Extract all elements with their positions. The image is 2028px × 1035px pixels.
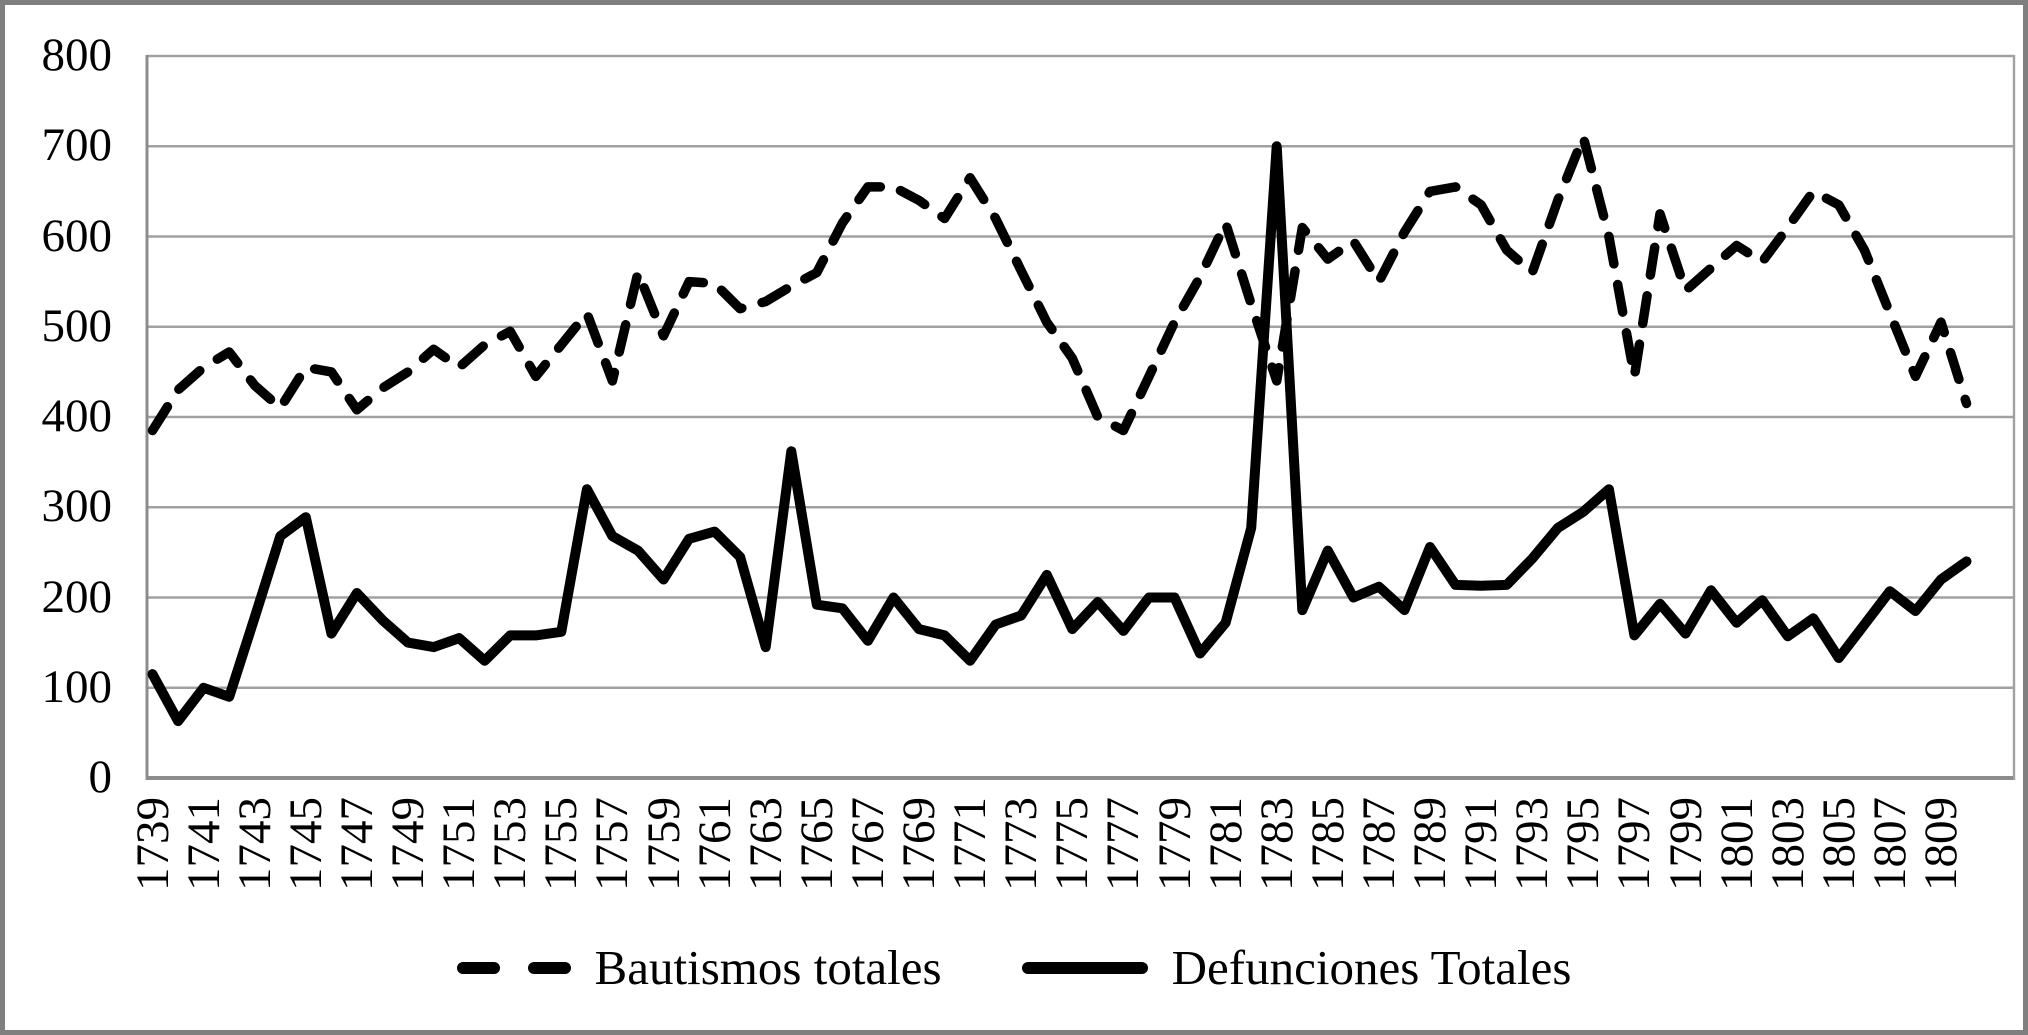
x-axis-label: 1767 [841,797,894,891]
x-axis-label: 1797 [1608,797,1661,891]
x-axis-label: 1785 [1301,797,1354,891]
x-axis-label: 1799 [1659,797,1712,891]
x-axis-label: 1763 [739,797,792,891]
x-axis-label: 1751 [433,797,486,891]
x-axis-label: 1801 [1710,797,1763,891]
x-axis-label: 1791 [1455,797,1508,891]
x-axis-label: 1795 [1557,797,1610,891]
y-axis-label: 400 [41,390,113,442]
legend-label-deaths: Defunciones Totales [1171,940,1572,995]
x-axis-label: 1769 [893,797,945,891]
x-axis-label: 1747 [330,797,383,891]
solid-line-swatch-icon [1021,961,1148,974]
legend-item-deaths: Defunciones Totales [1021,939,1572,996]
x-axis-label: 1789 [1404,797,1456,891]
x-axis-label: 1745 [279,797,332,891]
legend-item-baptisms: Bautismos totales [456,939,942,996]
legend-label-baptisms: Bautismos totales [594,940,942,995]
x-axis-label: 1765 [790,797,843,891]
x-axis-label: 1761 [688,797,741,891]
x-axis-label: 1743 [228,797,281,891]
x-axis-label: 1755 [535,797,588,891]
baptisms-line [147,132,1972,436]
legend: Bautismos totales Defunciones Totales [5,939,2023,996]
x-axis-label: 1809 [1915,797,1967,891]
x-axis-label: 1805 [1812,797,1865,891]
x-axis-label: 1783 [1250,797,1303,891]
y-axis-label: 200 [41,570,113,623]
x-axis-label: 1793 [1506,797,1559,891]
dashed-line-swatch-icon [456,961,571,974]
x-axis-label: 1803 [1761,797,1814,891]
x-axis-label: 1753 [484,797,537,891]
x-axis-label: 1749 [382,797,434,891]
y-axis-label: 100 [41,660,113,713]
y-axis-label: 0 [88,751,113,803]
x-axis-label: 1741 [177,797,230,891]
y-axis-label: 700 [41,119,113,172]
y-axis-label: 500 [41,299,113,352]
x-axis-label: 1757 [586,797,639,891]
y-axis-label: 600 [41,209,113,262]
chart-canvas [145,54,2016,780]
x-axis-label: 1759 [637,797,690,891]
deaths-line [147,141,1972,727]
x-axis-label: 1773 [995,797,1048,891]
x-axis-label: 1771 [944,797,997,891]
x-axis-label: 1779 [1148,797,1201,891]
x-axis-label: 1739 [126,797,179,891]
x-axis-label: 1775 [1046,797,1099,891]
y-axis-label: 800 [41,29,113,81]
x-axis-label: 1777 [1097,797,1150,891]
x-axis-label: 1787 [1352,797,1405,891]
x-axis-label: 1807 [1863,797,1916,891]
y-axis-label: 300 [41,480,113,533]
x-axis-label: 1781 [1199,797,1252,891]
